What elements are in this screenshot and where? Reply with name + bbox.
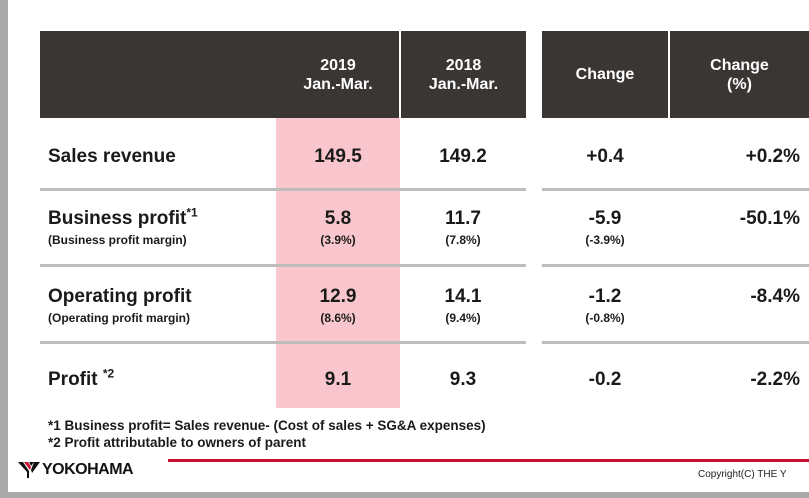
header-change-label: Change bbox=[575, 66, 635, 83]
operating-profit-2018: 14.1 bbox=[444, 286, 482, 307]
header-change-pct: Change (%) bbox=[670, 31, 809, 118]
business-profit-margin-change: (-3.9%) bbox=[585, 233, 625, 247]
business-profit-footnote-mark: *1 bbox=[186, 205, 198, 220]
table-header-left: 2019 Jan.-Mar. 2018 Jan.-Mar. bbox=[40, 31, 526, 118]
footnote-2: *2 Profit attributable to owners of pare… bbox=[48, 435, 307, 450]
row-label-operating-profit: Operating profit bbox=[48, 286, 192, 307]
row-separator bbox=[542, 341, 809, 344]
header-2018-year: 2018 bbox=[445, 56, 482, 74]
row-label-profit: Profit *2 bbox=[48, 366, 115, 391]
sales-revenue-2018: 149.2 bbox=[439, 146, 487, 167]
row-sublabel-business-profit-margin: (Business profit margin) bbox=[48, 233, 187, 247]
table-header-right: Change Change (%) bbox=[542, 31, 809, 118]
header-2018: 2018 Jan.-Mar. bbox=[401, 31, 526, 118]
profit-footnote-mark: *2 bbox=[102, 366, 115, 381]
header-2019-period: Jan.-Mar. bbox=[303, 75, 373, 93]
yokohama-logo-text: YOKOHAMA bbox=[42, 461, 134, 478]
header-2019: 2019 Jan.-Mar. bbox=[276, 31, 400, 118]
copyright-text: Copyright(C) THE Y bbox=[698, 469, 787, 480]
business-profit-2018: 11.7 bbox=[445, 208, 481, 229]
profit-2018: 9.3 bbox=[449, 369, 477, 390]
business-profit-change: -5.9 bbox=[588, 208, 622, 229]
business-profit-change-pct: -50.1% bbox=[739, 208, 800, 229]
header-2019-year: 2019 bbox=[320, 56, 356, 74]
footer-red-rule bbox=[168, 459, 809, 462]
header-divider bbox=[668, 31, 670, 118]
header-change: Change bbox=[542, 31, 668, 118]
profit-label: Profit bbox=[48, 369, 103, 390]
footnote-1: *1 Business profit= Sales revenue- (Cost… bbox=[48, 418, 486, 433]
highlight-2019-column bbox=[276, 118, 400, 408]
sales-revenue-change: +0.4 bbox=[586, 146, 624, 167]
yokohama-logo-mark-icon bbox=[18, 462, 40, 478]
row-separator bbox=[542, 264, 809, 267]
header-2018-period: Jan.-Mar. bbox=[428, 75, 499, 93]
row-sublabel-operating-profit-margin: (Operating profit margin) bbox=[48, 311, 190, 325]
row-separator bbox=[542, 188, 809, 191]
operating-profit-margin-2018: (9.4%) bbox=[445, 311, 481, 325]
sales-revenue-2019: 149.5 bbox=[314, 146, 362, 167]
operating-profit-change-pct: -8.4% bbox=[750, 286, 800, 307]
profit-change-pct: -2.2% bbox=[750, 369, 800, 390]
operating-profit-2019: 12.9 bbox=[319, 286, 357, 307]
operating-profit-change: -1.2 bbox=[588, 286, 622, 307]
profit-2019: 9.1 bbox=[324, 369, 352, 390]
row-label-sales-revenue: Sales revenue bbox=[48, 146, 176, 167]
header-change-pct-label: Change bbox=[710, 56, 769, 74]
operating-profit-margin-2019: (8.6%) bbox=[320, 311, 356, 325]
business-profit-margin-2018: (7.8%) bbox=[445, 233, 481, 247]
business-profit-label: Business profit bbox=[48, 208, 187, 229]
business-profit-margin-2019: (3.9%) bbox=[320, 233, 356, 247]
sales-revenue-change-pct: +0.2% bbox=[745, 146, 800, 167]
business-profit-2019: 5.8 bbox=[324, 208, 352, 229]
row-separator bbox=[40, 341, 526, 344]
row-separator bbox=[40, 188, 526, 191]
header-divider bbox=[399, 31, 401, 118]
profit-change: -0.2 bbox=[588, 369, 622, 390]
operating-profit-margin-change: (-0.8%) bbox=[585, 311, 625, 325]
header-change-pct-unit: (%) bbox=[727, 75, 752, 93]
slide: 2019 Jan.-Mar. 2018 Jan.-Mar. Change Cha… bbox=[8, 0, 809, 492]
footnotes: *1 Business profit= Sales revenue- (Cost… bbox=[48, 417, 486, 451]
yokohama-logo: YOKOHAMA bbox=[18, 459, 134, 481]
row-separator bbox=[40, 264, 526, 267]
row-label-business-profit: Business profit*1 bbox=[48, 205, 198, 230]
